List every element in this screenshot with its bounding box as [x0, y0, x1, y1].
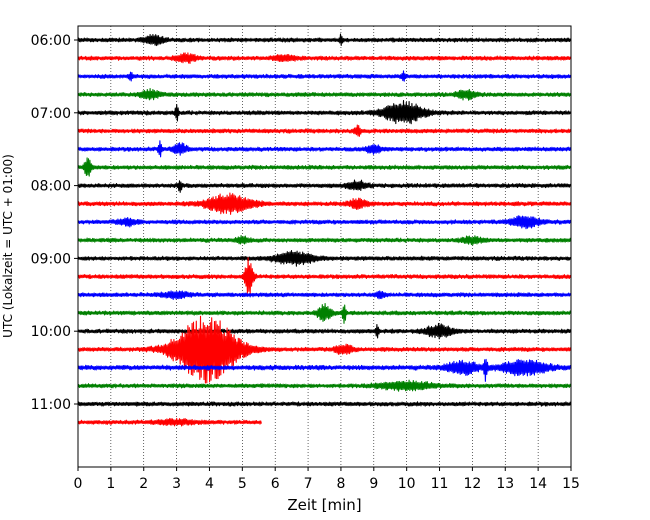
trace-0615 [77, 52, 572, 65]
trace-0845 [77, 234, 572, 246]
y-axis: 06:00 07:00 08:00 09:00 10:00 11:00 [31, 33, 78, 413]
trace-0700 [77, 100, 572, 125]
trace-0930 [77, 290, 572, 301]
trace-0600 [77, 33, 572, 47]
x-tick-label: 8 [336, 476, 345, 492]
trace-0715 [77, 124, 572, 137]
trace-0915 [77, 257, 572, 295]
x-tick-label: 14 [529, 476, 547, 492]
x-tick-label: 1 [106, 476, 115, 492]
trace-0800 [77, 179, 572, 193]
x-tick-label: 13 [496, 476, 514, 492]
trace-1000 [77, 322, 572, 340]
x-tick-label: 9 [369, 476, 378, 492]
x-axis-label: Zeit [min] [287, 496, 361, 514]
trace-0630 [77, 70, 572, 82]
x-tick-label: 15 [562, 476, 580, 492]
trace-1045 [77, 379, 572, 392]
x-tick-label: 6 [271, 476, 280, 492]
y-axis-label: UTC (Lokalzeit = UTC + 01:00) [1, 154, 15, 338]
y-tick-label: 09:00 [31, 251, 71, 267]
trace-0815 [77, 192, 572, 215]
trace-0730 [77, 140, 572, 158]
trace-0900 [77, 250, 572, 267]
trace-1100 [77, 401, 572, 407]
y-tick-label: 06:00 [31, 33, 71, 49]
trace-1115 [77, 417, 262, 427]
x-tick-label: 7 [304, 476, 313, 492]
trace-0945 [77, 302, 572, 324]
plot-frame [77, 25, 572, 468]
trace-0745 [77, 157, 572, 177]
x-tick-label: 5 [238, 476, 247, 492]
y-tick-label: 10:00 [31, 324, 71, 340]
y-tick-label: 11:00 [31, 397, 71, 413]
trace-0830 [77, 215, 572, 230]
trace-1030 [77, 358, 572, 382]
x-tick-label: 3 [172, 476, 181, 492]
trace-0645 [77, 88, 572, 101]
trace-1015 [77, 315, 572, 384]
x-tick-label: 12 [463, 476, 481, 492]
y-tick-label: 07:00 [31, 106, 71, 122]
x-tick-label: 10 [398, 476, 416, 492]
x-tick-label: 11 [431, 476, 449, 492]
x-tick-label: 4 [205, 476, 214, 492]
x-tick-label: 0 [74, 476, 83, 492]
traces-layer [77, 33, 572, 427]
x-tick-label: 2 [139, 476, 148, 492]
x-axis: 0 1 2 3 4 5 6 7 8 9 10 11 12 13 14 15 [74, 467, 580, 492]
y-tick-label: 08:00 [31, 179, 71, 195]
